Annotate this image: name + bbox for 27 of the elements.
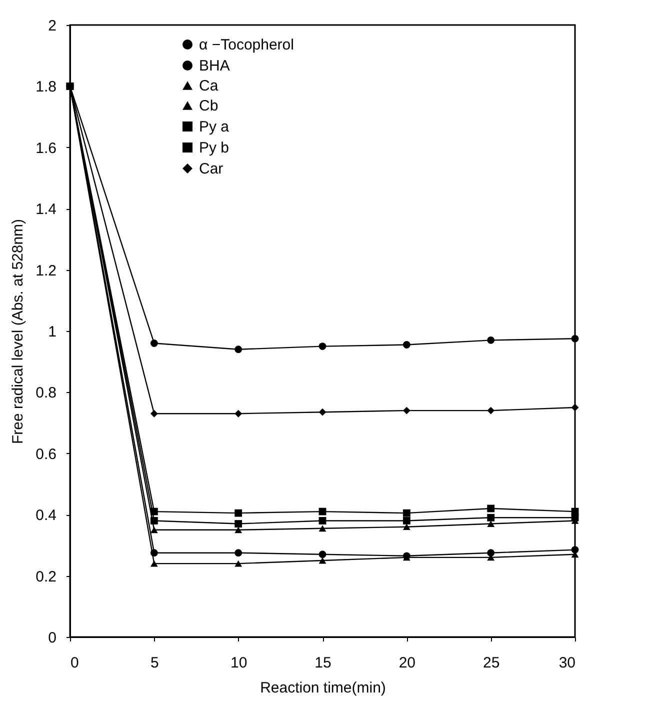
- y-tick-label: 1: [48, 324, 56, 340]
- legend-label: α −Tocopherol: [199, 36, 294, 54]
- x-tick-label: 15: [314, 654, 332, 672]
- legend-label: Py a: [199, 118, 230, 136]
- y-tick-label: 1.2: [36, 262, 56, 280]
- y-tick-label: 0.4: [36, 507, 56, 524]
- x-tick-label: 20: [398, 654, 416, 672]
- y-tick-label: 0: [48, 630, 56, 646]
- y-tick-label: 0.6: [36, 446, 56, 463]
- y-tick-label: 0.2: [36, 568, 56, 586]
- y-tick-label: 0.8: [36, 384, 56, 402]
- legend-label: Ca: [199, 78, 219, 94]
- x-tick-label: 25: [482, 654, 500, 672]
- legend-label: Car: [199, 160, 224, 178]
- y-tick-label: 2: [48, 18, 56, 34]
- y-tick-label: 1.4: [36, 201, 56, 218]
- x-tick-label: 5: [150, 654, 159, 672]
- legend-label: Cb: [199, 98, 218, 114]
- y-tick-label: 1.6: [36, 140, 56, 157]
- x-tick-label: 0: [70, 654, 79, 672]
- x-tick-label: 30: [558, 654, 576, 672]
- x-axis-title: Reaction time(min): [260, 680, 386, 696]
- legend-label: BHA: [199, 58, 230, 74]
- legend-label: Py b: [199, 140, 230, 156]
- y-tick-label: 1.8: [36, 78, 56, 96]
- y-axis-title: Free radical level (Abs. at 528nm): [10, 218, 27, 444]
- x-tick-label: 10: [230, 654, 248, 672]
